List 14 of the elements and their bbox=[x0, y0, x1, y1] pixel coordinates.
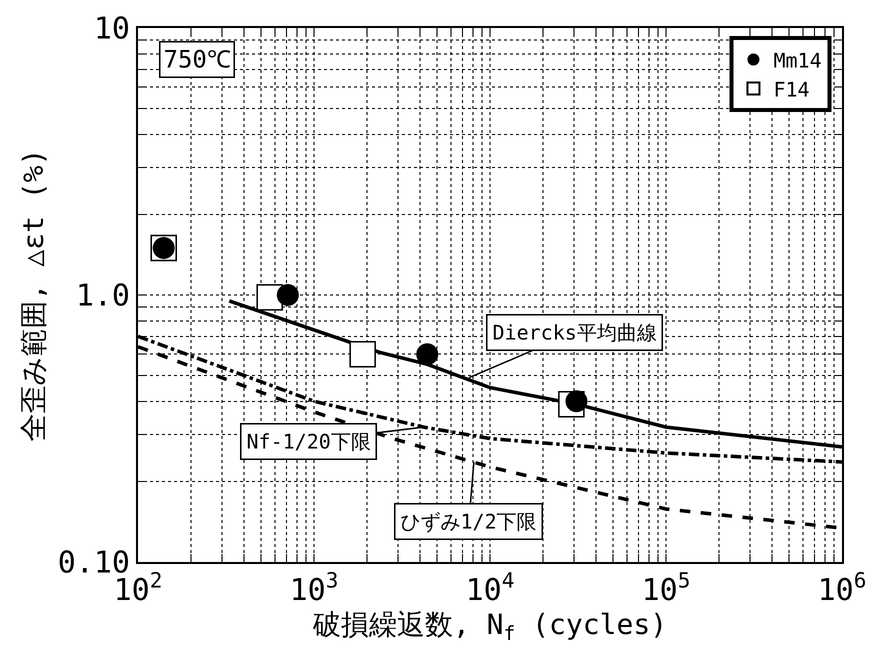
x-tick-label: 10$^{4}$ bbox=[466, 568, 514, 608]
x-tick-label: 10$^{6}$ bbox=[818, 568, 866, 608]
y-axis-title: 全歪み範囲, △εt (%) bbox=[16, 148, 50, 442]
annotation: Nf-1/20下限 bbox=[246, 430, 371, 454]
x-tick-label: 10$^{3}$ bbox=[290, 568, 338, 608]
y-tick-label: 1.0 bbox=[76, 278, 130, 314]
legend-label: Mm14 bbox=[773, 48, 822, 72]
x-axis-title: 破損繰返数, N$_{f}$ (cycles) bbox=[312, 608, 668, 645]
y-tick-label: 10 bbox=[94, 12, 130, 46]
annotation: Diercks平均曲線 bbox=[492, 320, 657, 344]
annotation: 750℃ bbox=[164, 46, 231, 74]
annotation: ひずみ1/2下限 bbox=[400, 510, 537, 534]
legend-label: F14 bbox=[773, 77, 810, 102]
x-tick-label: 10$^{5}$ bbox=[642, 568, 690, 608]
